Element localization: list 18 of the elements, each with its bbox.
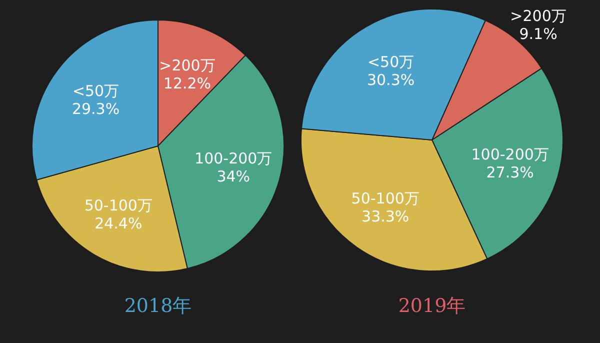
data-label: 30.3% xyxy=(366,71,415,89)
data-label: 27.3% xyxy=(486,163,534,182)
slice-label: 100-200万 xyxy=(471,145,549,164)
slice-label: >200万 xyxy=(159,56,216,75)
slice-label: 100-200万 xyxy=(194,150,272,168)
data-label: 24.4% xyxy=(94,214,142,232)
slice-label: 50-100万 xyxy=(351,189,420,208)
data-label: 12.2% xyxy=(163,74,212,93)
data-label: 33.3% xyxy=(362,207,410,226)
data-label: 34% xyxy=(216,168,250,186)
data-label: 9.1% xyxy=(519,25,558,44)
text: 2019年 xyxy=(398,295,466,317)
slice-label: <50万 xyxy=(367,53,414,71)
slice-label: 50-100万 xyxy=(84,196,152,214)
text: 2018年 xyxy=(124,295,192,317)
data-label: 29.3% xyxy=(72,100,120,118)
slice-label: >200万 xyxy=(510,7,566,26)
slice-label: <50万 xyxy=(72,82,120,100)
